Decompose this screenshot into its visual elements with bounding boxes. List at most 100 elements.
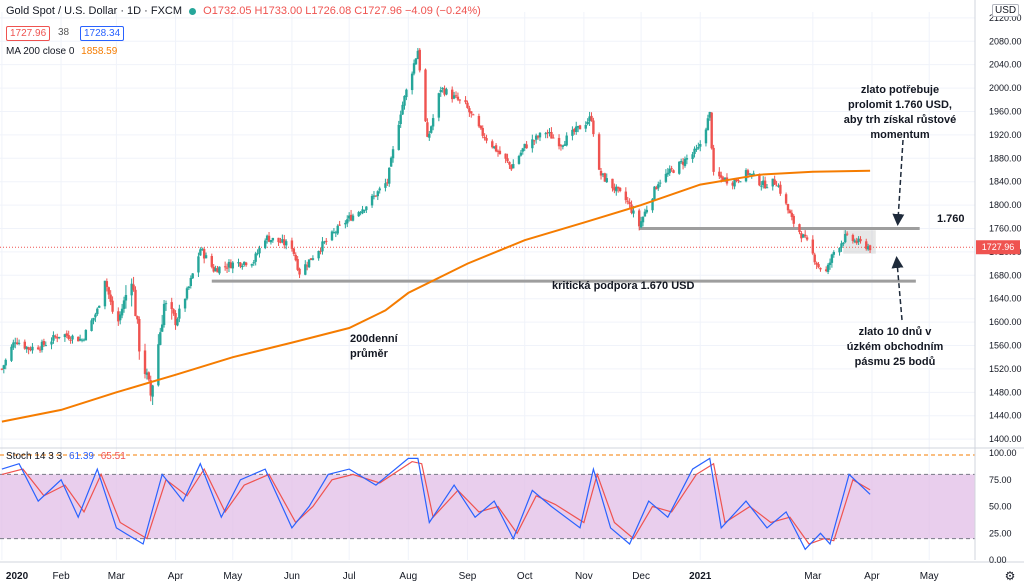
candle-body [336, 225, 339, 234]
candle-body [359, 212, 362, 214]
stoch-layer [1, 457, 871, 551]
candle-body [52, 335, 55, 341]
candle-body [586, 121, 589, 125]
ma-200-line [1, 169, 871, 423]
candle-body [838, 247, 841, 253]
candle-body [218, 266, 221, 274]
candle-body [143, 350, 147, 375]
price-tick-label: 1760.00 [989, 224, 1022, 234]
candle-body [147, 372, 151, 380]
candle-body [481, 127, 484, 136]
candle-body [601, 173, 605, 175]
candle-body [844, 233, 847, 243]
candle-body [183, 298, 187, 309]
candle-body [559, 145, 563, 147]
buy-button[interactable]: 1728.34 [80, 26, 125, 41]
candle-body [103, 280, 107, 307]
bottom-note-line1: zlato 10 dnů v [858, 326, 932, 338]
candle-body [641, 216, 645, 223]
candle-body [332, 231, 336, 233]
stoch-k-line [1, 457, 871, 551]
candle-body [111, 300, 114, 312]
candle-body [214, 268, 217, 272]
candle-body [237, 262, 240, 264]
price-tick-label: 2000.00 [989, 83, 1022, 93]
candle-body [44, 345, 47, 347]
candle-body [670, 168, 673, 170]
candle-body [162, 303, 166, 326]
candle-body [504, 153, 507, 159]
candle-body [851, 234, 855, 242]
candle-body [414, 58, 418, 65]
candle-body [349, 214, 353, 221]
sell-button[interactable]: 1727.96 [6, 26, 51, 41]
ma-legend[interactable]: MA 200 close 0 1858.59 [6, 46, 117, 57]
candle-body [805, 237, 809, 240]
candle-body [424, 69, 427, 122]
ma-text-line2: průměr [350, 348, 388, 360]
candle-body [678, 161, 681, 174]
candle-body [578, 125, 582, 130]
candle-body [330, 231, 334, 241]
candle-body [777, 185, 780, 187]
candle-body [80, 339, 84, 341]
candle-body [124, 295, 128, 301]
candle-body [170, 302, 173, 310]
candle-body [628, 202, 631, 205]
candle-body [817, 264, 820, 268]
candle-body [613, 187, 616, 191]
candle-body [758, 174, 761, 186]
candle-body [78, 338, 82, 341]
candle-body [138, 319, 141, 352]
stoch-tick-label: 100.00 [989, 448, 1017, 458]
chart-header: Gold Spot / U.S. Dollar · 1D · FXCM O173… [6, 5, 481, 17]
candle-body [401, 104, 404, 115]
symbol-title[interactable]: Gold Spot / U.S. Dollar · 1D · FXCM [6, 5, 183, 17]
candle-body [0, 368, 4, 370]
candle-body [439, 89, 442, 93]
candle-body [399, 114, 402, 125]
candle-body [285, 241, 288, 246]
candle-body [418, 49, 421, 71]
candle-body [533, 140, 536, 142]
candle-body [189, 278, 193, 286]
candle-body [857, 238, 860, 243]
candle-body [351, 215, 355, 221]
candle-body [693, 148, 696, 154]
currency-button[interactable]: USD [992, 4, 1020, 17]
gear-icon[interactable]: ⚙ [1005, 569, 1016, 583]
price-tick-label: 1960.00 [989, 106, 1022, 116]
candle-body [748, 173, 752, 175]
annotation-arrows [891, 139, 905, 321]
candle-body [731, 182, 734, 186]
candle-body [788, 210, 792, 214]
candle-body [204, 255, 208, 259]
stoch-legend[interactable]: Stoch 14 3 3 61.39 65.51 [6, 451, 126, 462]
candle-body [597, 134, 601, 170]
candle-body [588, 116, 591, 122]
candle-body [391, 149, 395, 159]
candle-body [363, 210, 366, 212]
stoch-tick-label: 0.00 [989, 555, 1007, 565]
candle-body [17, 342, 21, 344]
last-price-badge [976, 240, 1020, 255]
candle-body [254, 253, 257, 262]
candle-body [723, 177, 727, 181]
candle-body [720, 175, 723, 178]
candle-body [865, 241, 868, 249]
candle-body [227, 261, 231, 268]
candle-body [317, 250, 320, 259]
candle-body [98, 305, 101, 308]
candle-body [283, 239, 286, 246]
price-tick-label: 1920.00 [989, 130, 1022, 140]
stoch-tick-label: 75.00 [989, 475, 1012, 485]
candle-body [521, 148, 524, 152]
candle-body [10, 346, 13, 361]
spread-value: 38 [58, 27, 70, 38]
price-tick-label: 1440.00 [989, 411, 1022, 421]
candle-body [706, 118, 710, 131]
candle-body [323, 241, 326, 243]
market-status-icon [189, 7, 197, 15]
candle-body [750, 174, 753, 176]
